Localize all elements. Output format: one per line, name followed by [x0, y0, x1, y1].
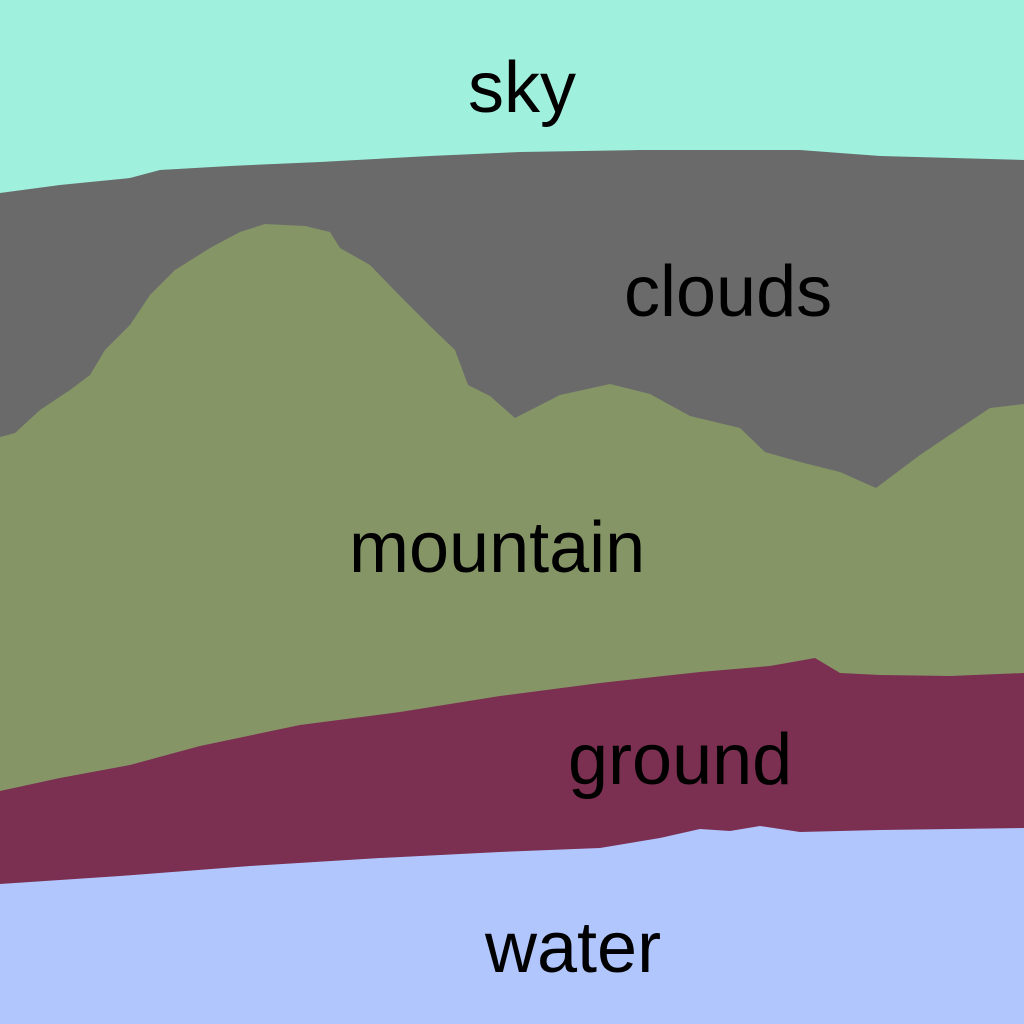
mountain-label: mountain [349, 508, 646, 588]
sky-label: sky [468, 48, 576, 128]
ground-label: ground [568, 720, 793, 800]
clouds-label: clouds [624, 252, 833, 332]
water-region [0, 826, 1024, 1024]
water-label: water [485, 908, 662, 988]
